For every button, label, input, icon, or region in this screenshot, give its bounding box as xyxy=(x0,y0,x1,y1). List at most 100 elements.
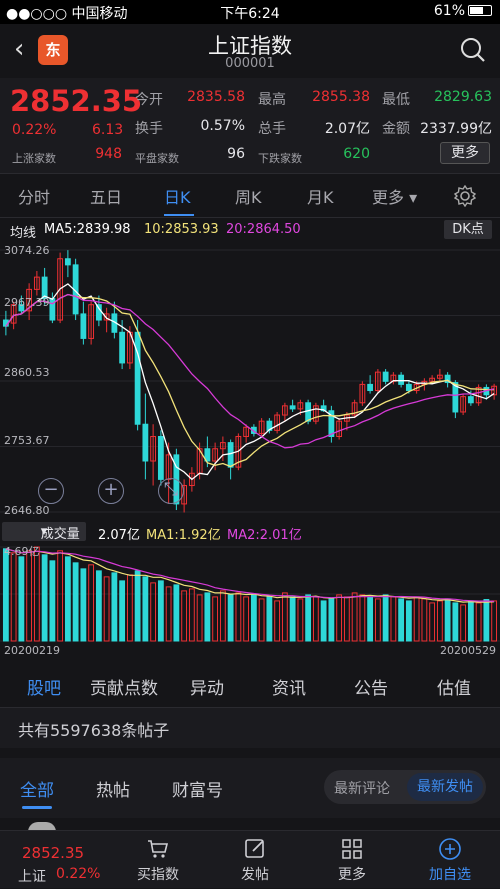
tab-more[interactable]: 更多 ▾ xyxy=(372,188,418,207)
tab-announcement[interactable]: 公告 xyxy=(354,679,388,699)
volume-bar xyxy=(452,602,459,642)
add-watchlist-button[interactable]: 加自选 xyxy=(400,831,500,889)
dk-point-button[interactable]: DK点 xyxy=(444,220,492,239)
volume-bar xyxy=(57,550,64,642)
volume-bar xyxy=(41,554,48,642)
y-label-max: 3074.26 xyxy=(4,244,50,257)
buy-index-button[interactable]: 买指数 xyxy=(108,831,208,889)
period-tabs: 分时 五日 日K 周K 月K 更多 ▾ xyxy=(0,174,500,218)
volume-chart[interactable]: 4.69亿 xyxy=(0,543,500,643)
candle xyxy=(26,288,33,312)
candle xyxy=(320,405,327,412)
candle xyxy=(467,396,474,404)
candle xyxy=(10,304,17,324)
edit-icon xyxy=(245,839,264,858)
volume-label: 总手 xyxy=(258,121,286,137)
sort-latest-post[interactable]: 最新发帖 xyxy=(407,773,483,801)
volume-bar xyxy=(33,546,40,642)
avatar xyxy=(28,822,56,832)
tab-daily-k[interactable]: 日K xyxy=(164,188,191,207)
tab-monthly-k[interactable]: 月K xyxy=(307,188,334,207)
vol-ma2-line xyxy=(5,548,495,602)
volume-value: 2.07亿 xyxy=(324,121,370,137)
tab-five-day[interactable]: 五日 xyxy=(90,188,123,207)
candle xyxy=(436,374,443,379)
tab-contribution[interactable]: 贡献点数 xyxy=(90,679,158,699)
volume-bar xyxy=(165,586,172,642)
feed-tab-hot[interactable]: 热帖 xyxy=(96,781,130,801)
start-date: 20200219 xyxy=(4,644,60,657)
candle xyxy=(95,304,102,321)
turnover-label: 换手 xyxy=(135,121,163,137)
change-percent: 0.22% xyxy=(12,122,57,138)
volume-bar xyxy=(80,568,87,642)
back-icon[interactable]: ‹ xyxy=(14,34,25,64)
open-label: 今开 xyxy=(135,92,163,108)
volume-bar xyxy=(475,602,482,642)
candle xyxy=(274,414,281,431)
indicator-select[interactable]: 成交量 ▾ xyxy=(2,522,86,542)
sort-latest-comment[interactable]: 最新评论 xyxy=(334,781,390,797)
volume-bar xyxy=(297,598,304,642)
candle xyxy=(18,304,25,312)
flat-count-label: 平盘家数 xyxy=(135,152,179,165)
more-quote-button[interactable]: 更多 xyxy=(440,142,490,164)
status-bar: ●●○○○ 中国移动 下午6:24 61% xyxy=(0,0,500,24)
candle xyxy=(33,276,40,290)
candle xyxy=(243,426,250,437)
candle xyxy=(258,420,265,434)
volume-bar xyxy=(26,550,33,642)
tab-weekly-k[interactable]: 周K xyxy=(235,188,262,207)
ma-label: 均线 xyxy=(10,226,37,241)
tab-valuation[interactable]: 估值 xyxy=(437,679,471,699)
feed-tab-all[interactable]: 全部 xyxy=(20,781,54,801)
candle xyxy=(119,331,126,364)
tab-guba[interactable]: 股吧 xyxy=(27,679,61,699)
zoom-in-button[interactable]: + xyxy=(98,478,124,504)
ma10-line xyxy=(5,293,495,468)
kline-chart[interactable]: 3074.26 2967.39 2860.53 2753.67 2646.80 … xyxy=(0,242,500,522)
ma20-line xyxy=(5,293,495,449)
volume-bar xyxy=(10,552,17,642)
reset-zoom-button[interactable]: ⤡ xyxy=(158,478,184,504)
volume-bar xyxy=(142,576,149,642)
volume-bar xyxy=(250,594,257,642)
volume-bar xyxy=(390,596,397,642)
candle xyxy=(289,405,296,410)
mini-pct: 0.22% xyxy=(56,866,101,882)
search-icon[interactable] xyxy=(460,37,486,63)
vol-ma1: MA1:1.92亿 xyxy=(146,528,221,543)
more-button[interactable]: 更多 xyxy=(302,831,402,889)
up-count-label: 上涨家数 xyxy=(12,152,56,165)
amount-value: 2337.99亿 xyxy=(420,121,492,137)
app-logo-icon: 东 xyxy=(38,35,68,65)
y-label-mid: 2860.53 xyxy=(4,366,50,379)
info-tabs: 股吧 贡献点数 异动 资讯 公告 估值 xyxy=(0,662,500,708)
candle xyxy=(351,402,358,416)
candle xyxy=(103,313,110,321)
candle xyxy=(452,382,459,413)
mini-quote[interactable]: 2852.35 上证 0.22% xyxy=(0,831,100,889)
candle xyxy=(88,304,95,339)
tab-intraday[interactable]: 分时 xyxy=(18,188,51,207)
candle xyxy=(227,442,234,468)
current-price: 2852.35 xyxy=(10,84,143,118)
volume-bar xyxy=(72,562,79,642)
carrier: ●●○○○ 中国移动 xyxy=(6,6,128,22)
tab-movement[interactable]: 异动 xyxy=(190,679,224,699)
tab-news[interactable]: 资讯 xyxy=(272,679,306,699)
volume-bar xyxy=(2,548,9,642)
change-value: 6.13 xyxy=(92,122,124,138)
mini-price: 2852.35 xyxy=(22,844,85,862)
volume-bar xyxy=(374,598,381,642)
volume-bar xyxy=(188,588,195,642)
zoom-out-button[interactable]: − xyxy=(38,478,64,504)
gear-icon[interactable] xyxy=(454,185,476,207)
up-count: 948 xyxy=(95,146,122,162)
volume-bar xyxy=(219,590,226,642)
volume-bar xyxy=(398,598,405,642)
stock-code: 000001 xyxy=(225,56,275,71)
feed-tab-wealth[interactable]: 财富号 xyxy=(172,781,223,801)
candle xyxy=(336,420,343,437)
post-button[interactable]: 发帖 xyxy=(205,831,305,889)
